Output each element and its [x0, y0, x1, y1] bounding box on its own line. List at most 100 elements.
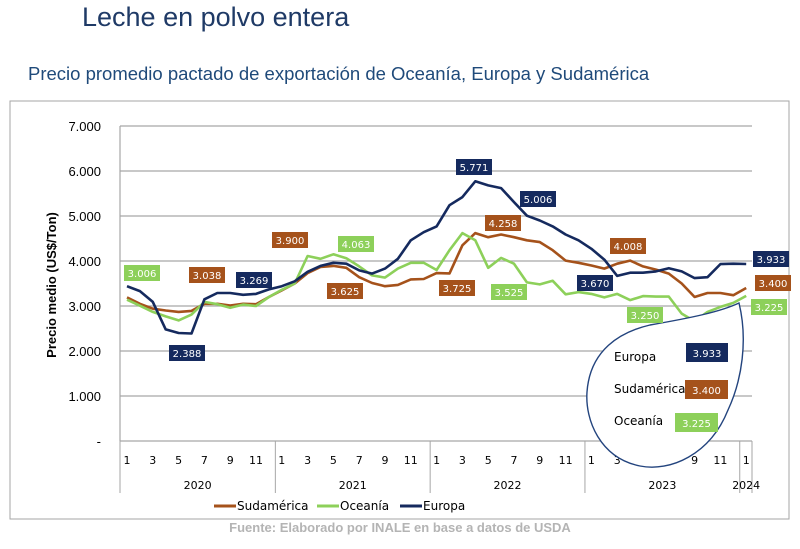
x-month-label: 7 — [511, 454, 518, 467]
data-label: 3.269 — [240, 276, 269, 287]
x-axis: 1357911202013579112021135791120221357911… — [119, 440, 760, 493]
x-month-label: 3 — [614, 454, 621, 467]
y-tick-label: 1.000 — [68, 389, 101, 404]
legend: Sudamérica Oceanía Europa — [214, 499, 465, 513]
callout-bubble: Europa 3.933 Sudamérica 3.400 Oceanía 3.225 — [586, 301, 744, 468]
data-label-box — [753, 251, 789, 267]
data-label: 3.400 — [759, 279, 788, 290]
data-label-box — [439, 280, 475, 296]
data-label-box — [169, 345, 205, 361]
x-month-label: 9 — [691, 454, 698, 467]
x-month-label: 7 — [356, 454, 363, 467]
data-label: 3.038 — [193, 271, 222, 282]
x-month-label: 3 — [149, 454, 156, 467]
data-label: 4.258 — [489, 219, 518, 230]
data-label-box — [485, 215, 521, 231]
data-label-box — [627, 307, 663, 323]
data-label: 2.388 — [173, 349, 202, 360]
callout-value-box — [675, 413, 718, 432]
data-label: 3.225 — [755, 303, 784, 314]
x-year-label: 2020 — [184, 479, 212, 492]
data-label-box — [751, 299, 787, 315]
data-label-box — [327, 283, 363, 299]
data-label: 5.006 — [524, 195, 553, 206]
x-month-label: 1 — [588, 454, 595, 467]
x-month-label: 11 — [404, 454, 418, 467]
data-label-box — [124, 265, 160, 281]
data-labels: 3.006 3.038 3.269 2.388 3.900 4.063 3.625 3.725… — [124, 159, 791, 361]
series-line-oceanía — [126, 231, 747, 323]
x-year-label: 2024 — [732, 479, 760, 492]
data-label-box — [338, 236, 374, 252]
y-axis-label: Precio medio (US$/Ton) — [44, 212, 59, 358]
series-line-sudamérica — [126, 231, 747, 314]
callout-value: 3.400 — [692, 386, 721, 397]
data-label: 3.250 — [631, 311, 660, 322]
x-month-label: 9 — [382, 454, 389, 467]
y-tick-label: 5.000 — [68, 209, 101, 224]
x-month-label: 9 — [227, 454, 234, 467]
gridlines — [119, 125, 752, 441]
data-label: 3.670 — [581, 279, 610, 290]
data-label: 3.525 — [495, 288, 524, 299]
data-label: 4.063 — [342, 240, 371, 251]
callout-value-box — [686, 343, 728, 362]
x-month-label: 7 — [201, 454, 208, 467]
x-month-label: 5 — [485, 454, 492, 467]
y-tick-label: 4.000 — [68, 254, 101, 269]
x-month-label: 3 — [459, 454, 466, 467]
x-year-label: 2022 — [494, 479, 522, 492]
x-month-label: 11 — [249, 454, 263, 467]
legend-label: Oceanía — [340, 499, 389, 513]
x-month-label: 1 — [278, 454, 285, 467]
y-tick-label: 3.000 — [68, 299, 101, 314]
series-lines — [126, 180, 747, 335]
x-month-label: 9 — [536, 454, 543, 467]
data-label-box — [755, 275, 791, 291]
callout-value-box — [685, 380, 728, 399]
data-label: 5.771 — [460, 163, 489, 174]
data-label-box — [520, 191, 556, 207]
data-label: 3.725 — [443, 284, 472, 295]
x-month-label: 5 — [175, 454, 182, 467]
series-line-europa — [126, 180, 747, 335]
chart-frame — [9, 100, 790, 520]
data-label-box — [610, 238, 646, 254]
x-month-label: 11 — [559, 454, 573, 467]
page-title: Leche en polvo entera — [82, 2, 350, 32]
legend-label: Europa — [423, 499, 465, 513]
x-month-label: 3 — [304, 454, 311, 467]
data-label: 3.006 — [128, 269, 157, 280]
x-year-label: 2021 — [339, 479, 367, 492]
y-tick-label: 7.000 — [68, 119, 101, 134]
callout-label: Sudamérica — [614, 382, 685, 396]
data-label-box — [491, 284, 527, 300]
data-label: 4.008 — [614, 242, 643, 253]
data-label-box — [236, 272, 272, 288]
x-month-label: 1 — [124, 454, 131, 467]
callout-value: 3.225 — [682, 419, 711, 430]
data-label: 3.933 — [757, 255, 786, 266]
data-label: 3.900 — [276, 236, 305, 247]
source-footnote: Fuente: Elaborado por INALE en base a da… — [229, 520, 571, 535]
callout-label: Oceanía — [614, 414, 663, 428]
x-month-label: 5 — [330, 454, 337, 467]
data-label-box — [456, 159, 492, 175]
y-tick-label: 2.000 — [68, 344, 101, 359]
callout-label: Europa — [614, 350, 656, 364]
y-axis-ticks: - 1.000 2.000 3.000 4.000 5.000 6.000 7.000 — [68, 119, 101, 449]
callout-value: 3.933 — [693, 349, 722, 360]
x-month-label: 1 — [743, 454, 750, 467]
data-label-box — [272, 232, 308, 248]
y-tick-label: - — [97, 434, 101, 449]
x-year-label: 2023 — [648, 479, 676, 492]
data-label-box — [577, 275, 613, 291]
data-label: 3.625 — [331, 287, 360, 298]
data-label-box — [189, 267, 225, 283]
x-month-label: 1 — [433, 454, 440, 467]
y-tick-label: 6.000 — [68, 164, 101, 179]
x-month-label: 11 — [713, 454, 727, 467]
legend-label: Sudamérica — [237, 499, 308, 513]
page-subtitle: Precio promedio pactado de exportación d… — [28, 63, 650, 84]
